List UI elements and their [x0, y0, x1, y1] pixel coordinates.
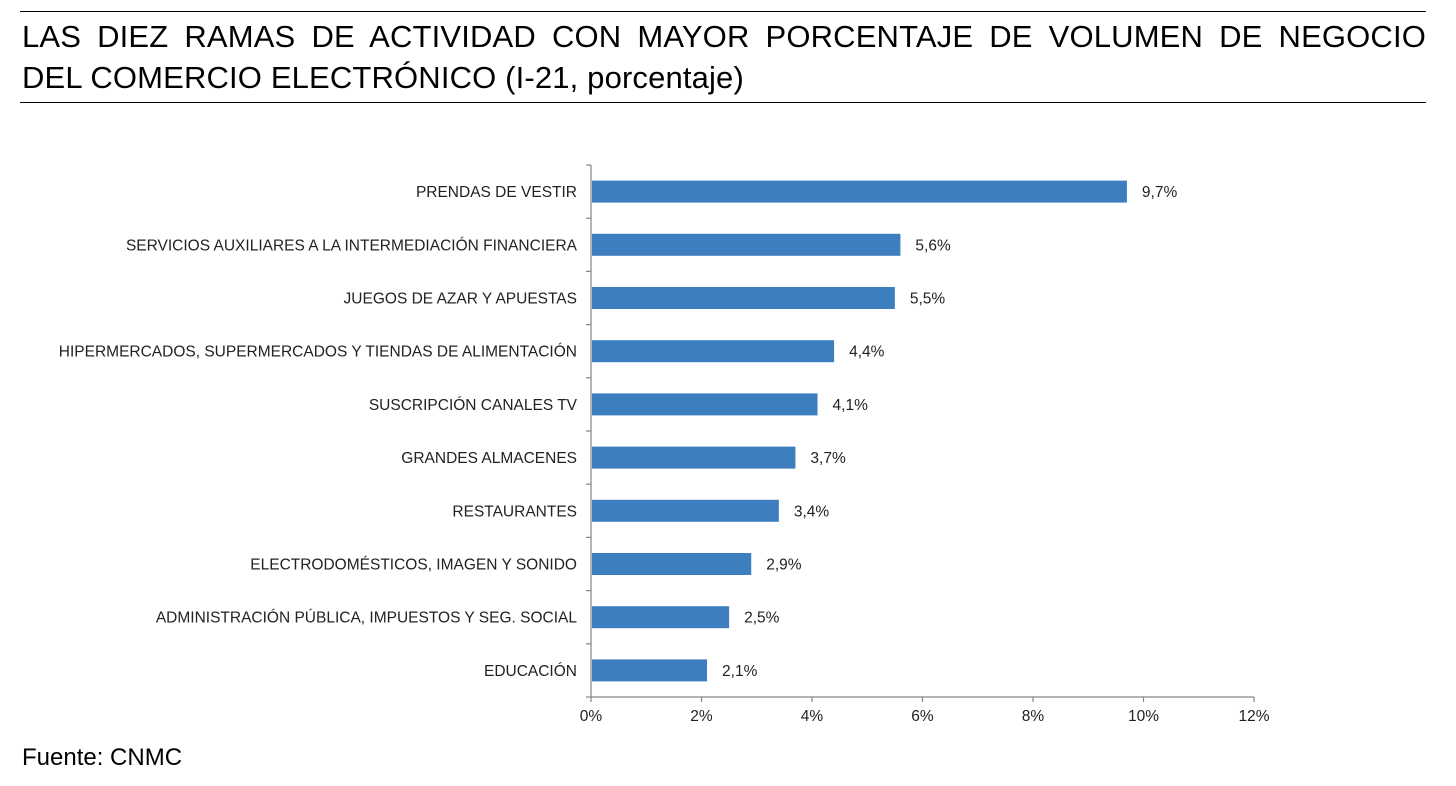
category-label: PRENDAS DE VESTIR	[416, 184, 577, 201]
bar	[592, 287, 895, 309]
source-note: Fuente: CNMC	[22, 744, 183, 771]
x-tick-label: 6%	[911, 708, 934, 725]
data-label: 2,1%	[722, 663, 758, 680]
x-tick-label: 4%	[801, 708, 824, 725]
title-bottom-rule	[20, 102, 1426, 103]
data-label: 9,7%	[1142, 184, 1178, 201]
category-label: HIPERMERCADOS, SUPERMERCADOS Y TIENDAS D…	[59, 344, 577, 361]
title-top-rule	[20, 11, 1426, 12]
category-label: RESTAURANTES	[452, 503, 577, 520]
category-label: SUSCRIPCIÓN CANALES TV	[369, 397, 578, 414]
bar	[592, 233, 901, 256]
x-tick-label: 2%	[690, 708, 713, 725]
data-label: 4,4%	[849, 344, 885, 361]
category-label: EDUCACIÓN	[484, 663, 577, 680]
bar	[592, 180, 1127, 203]
bar	[592, 393, 818, 416]
x-tick-label: 0%	[580, 708, 603, 725]
category-label: GRANDES ALMACENES	[401, 450, 577, 467]
x-tick-label: 8%	[1022, 708, 1045, 725]
bar	[592, 659, 708, 682]
chart-title-line-1: LAS DIEZ RAMAS DE ACTIVIDAD CON MAYOR PO…	[22, 19, 1426, 54]
data-label: 2,5%	[744, 610, 780, 627]
category-label: SERVICIOS AUXILIARES A LA INTERMEDIACIÓN…	[126, 237, 578, 254]
chart-title: LAS DIEZ RAMAS DE ACTIVIDAD CON MAYOR PO…	[22, 16, 1426, 98]
bar	[592, 606, 730, 629]
category-label: ELECTRODOMÉSTICOS, IMAGEN Y SONIDO	[250, 557, 577, 574]
data-label: 5,6%	[915, 237, 951, 254]
category-label: JUEGOS DE AZAR Y APUESTAS	[344, 291, 577, 308]
data-label: 2,9%	[766, 557, 802, 574]
bar	[592, 340, 835, 363]
x-tick-label: 12%	[1238, 708, 1269, 725]
data-label: 5,5%	[910, 291, 946, 308]
x-tick-label: 10%	[1128, 708, 1159, 725]
bar	[592, 499, 779, 522]
data-label: 3,4%	[794, 503, 830, 520]
chart-title-line-2: DEL COMERCIO ELECTRÓNICO (I-21, porcenta…	[22, 60, 744, 95]
data-label: 4,1%	[833, 397, 869, 414]
bar	[592, 553, 752, 575]
bar	[592, 446, 796, 469]
category-label: ADMINISTRACIÓN PÚBLICA, IMPUESTOS Y SEG.…	[156, 610, 578, 627]
data-label: 3,7%	[810, 450, 846, 467]
